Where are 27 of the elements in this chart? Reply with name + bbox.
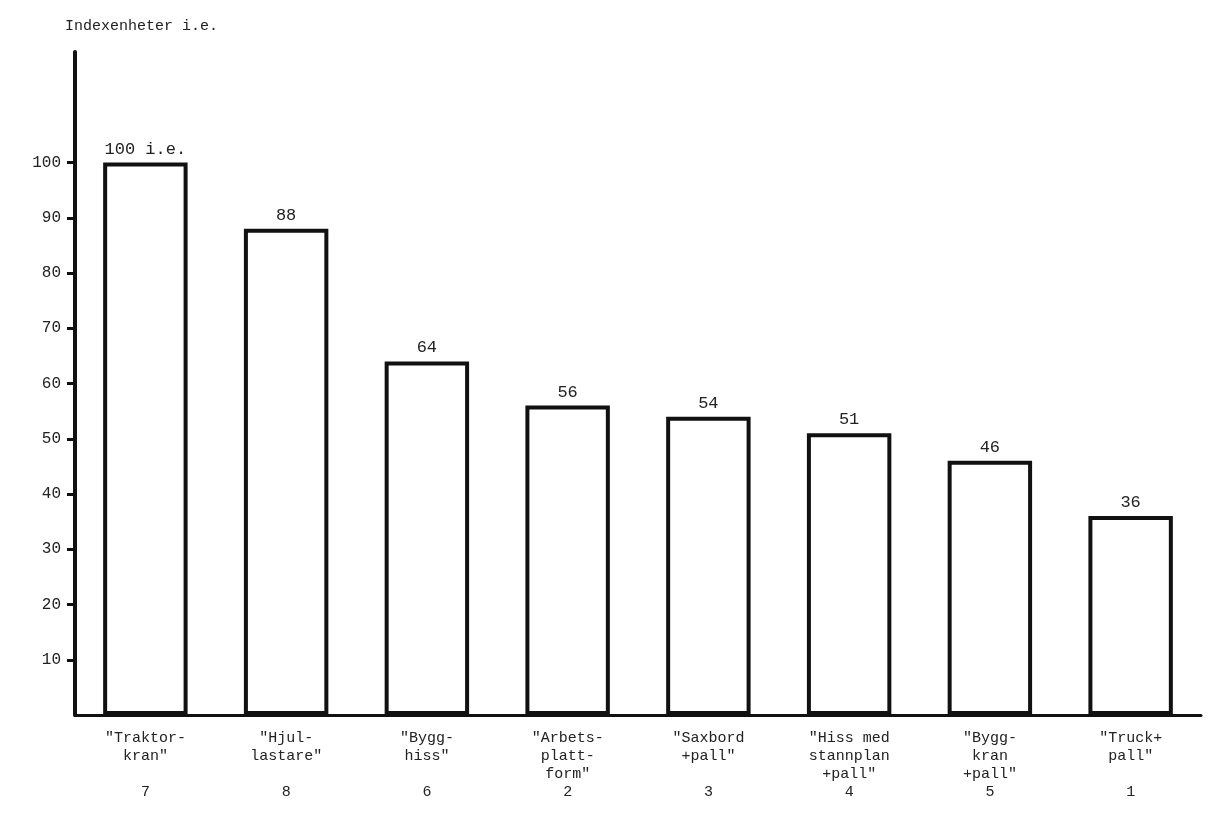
y-tick-label: 20 xyxy=(41,595,61,614)
category-label: "Traktor- kran" 7 xyxy=(104,729,186,801)
data-label: 64 xyxy=(416,338,438,358)
category-label: "Saxbord +pall" 3 xyxy=(672,729,745,801)
category-label: "Truck+ pall" 1 xyxy=(1099,729,1163,801)
y-tick-label: 60 xyxy=(41,374,61,393)
data-label: 56 xyxy=(557,382,578,402)
data-label: 46 xyxy=(979,437,1001,457)
x-tick-label: "Arbets- platt- form" 2 xyxy=(531,729,604,801)
category-label: "Bygg- hiss" 6 xyxy=(399,729,454,801)
data-label: 51 xyxy=(838,410,860,430)
data-label: 54 xyxy=(698,393,719,413)
x-tick-label: "Hiss med stannplan +pall" 4 xyxy=(808,729,890,801)
y-tick-label: 100 xyxy=(32,153,61,172)
y-tick-label: 50 xyxy=(41,429,61,448)
data-label: 88 xyxy=(275,205,297,225)
y-tick-label: 80 xyxy=(41,264,61,282)
y-tick-label: 40 xyxy=(41,485,61,503)
y-axis-title: Indexenheter i.e. xyxy=(65,18,219,35)
y-tick-label: 10 xyxy=(41,650,61,669)
y-tick-label: 70 xyxy=(41,319,61,338)
category-label: "Hjul- lastare" 8 xyxy=(250,729,323,801)
data-label: 100 i.e. xyxy=(104,139,187,159)
x-tick-label: "Bygg- kran +pall" 5 xyxy=(962,729,1017,801)
data-label: 36 xyxy=(1120,493,1141,513)
y-tick-label: 30 xyxy=(41,540,61,559)
y-tick-label: 90 xyxy=(41,208,61,227)
